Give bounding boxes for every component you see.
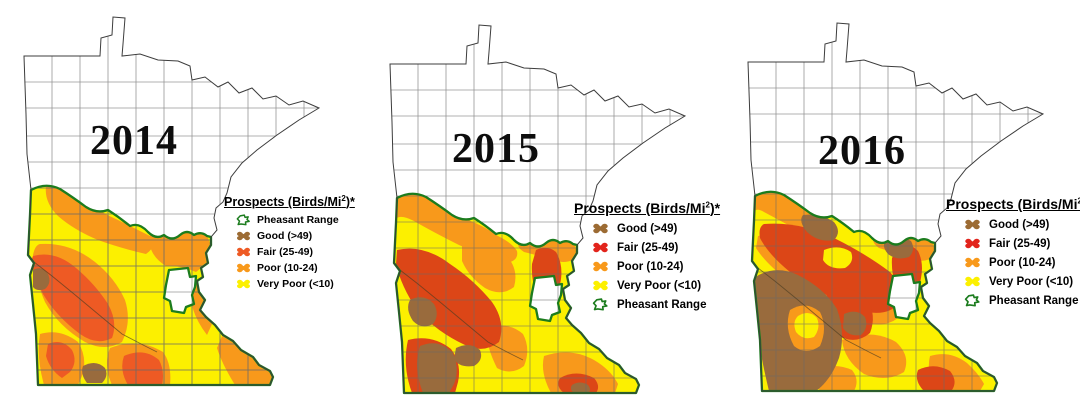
legend-item-poor: Poor (10-24): [236, 260, 355, 276]
legend-item-good: Good (>49): [964, 215, 1080, 234]
legend-title: Prospects (Birds/Mi2)*: [224, 194, 355, 210]
legend-2015: Prospects (Birds/Mi2)* Good (>49) Fair (…: [574, 200, 720, 314]
legend-item-good: Good (>49): [592, 219, 720, 238]
pheasant-range-icon: [964, 294, 980, 307]
legend-item-label: Poor (10-24): [257, 262, 318, 275]
minnesota-map-2014: [23, 16, 320, 387]
good-swatch-icon: [593, 223, 608, 234]
good-swatch-icon: [965, 219, 980, 230]
legend-item-label: Very Poor (<10): [257, 278, 334, 291]
year-label-2014: 2014: [90, 118, 178, 164]
legend-item-label: Good (>49): [989, 218, 1050, 231]
poor-swatch-icon: [593, 261, 608, 272]
minnesota-map-2016: [747, 22, 1044, 393]
legend-item-poor: Poor (10-24): [592, 257, 720, 276]
legend-title: Prospects (Birds/Mi2)*: [946, 196, 1080, 212]
very-poor-swatch-icon: [593, 280, 608, 291]
legend-item-label: Very Poor (<10): [617, 279, 702, 292]
legend-item-good: Good (>49): [236, 228, 355, 244]
fair-swatch-icon: [237, 247, 250, 257]
legend-item-fair: Fair (25-49): [964, 234, 1080, 253]
legend-item-label: Fair (25-49): [989, 237, 1051, 250]
legend-2016: Prospects (Birds/Mi2)* Good (>49) Fair (…: [946, 196, 1080, 310]
legend-item-very-poor: Very Poor (<10): [964, 272, 1080, 291]
legend-item-poor: Poor (10-24): [964, 253, 1080, 272]
year-label-2016: 2016: [818, 128, 906, 174]
map-panel-2015: 2015 Prospects (Birds/Mi2)* Good (>49) F…: [360, 0, 720, 404]
very-poor-swatch-icon: [965, 276, 980, 287]
legend-title: Prospects (Birds/Mi2)*: [574, 200, 721, 216]
pheasant-range-icon: [592, 298, 608, 311]
legend-item-pheasant-range: Pheasant Range: [236, 212, 355, 228]
legend-item-label: Poor (10-24): [989, 256, 1056, 269]
map-panel-2014: 2014 Prospects (Birds/Mi2)* Pheasant Ran…: [0, 0, 360, 404]
very-poor-swatch-icon: [237, 279, 250, 289]
legend-item-label: Poor (10-24): [617, 260, 684, 273]
pheasant-range-icon: [236, 214, 250, 226]
legend-item-pheasant-range: Pheasant Range: [964, 291, 1080, 310]
legend-item-label: Fair (25-49): [257, 246, 314, 259]
legend-item-label: Good (>49): [617, 222, 678, 235]
legend-item-label: Pheasant Range: [617, 298, 707, 311]
legend-item-very-poor: Very Poor (<10): [236, 276, 355, 292]
fair-swatch-icon: [965, 238, 980, 249]
good-swatch-icon: [237, 231, 250, 241]
legend-item-label: Good (>49): [257, 230, 313, 243]
legend-item-label: Very Poor (<10): [989, 275, 1074, 288]
fair-swatch-icon: [593, 242, 608, 253]
legend-item-pheasant-range: Pheasant Range: [592, 295, 720, 314]
poor-swatch-icon: [237, 263, 250, 273]
map-panel-2016: 2016 Prospects (Birds/Mi2)* Good (>49) F…: [720, 0, 1080, 404]
poor-swatch-icon: [965, 257, 980, 268]
legend-item-label: Fair (25-49): [617, 241, 679, 254]
legend-item-label: Pheasant Range: [989, 294, 1079, 307]
year-label-2015: 2015: [452, 126, 540, 172]
legend-item-fair: Fair (25-49): [236, 244, 355, 260]
legend-item-fair: Fair (25-49): [592, 238, 720, 257]
legend-2014: Prospects (Birds/Mi2)* Pheasant Range Go…: [224, 194, 355, 292]
legend-item-very-poor: Very Poor (<10): [592, 276, 720, 295]
legend-item-label: Pheasant Range: [257, 214, 339, 227]
